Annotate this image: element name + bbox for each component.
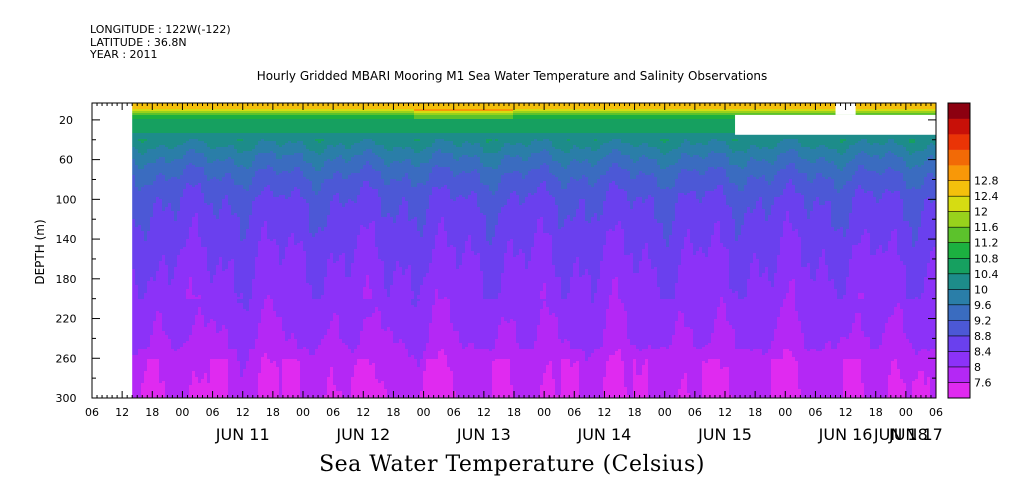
heatmap-field — [92, 103, 936, 399]
temperature-chart: 2060100140180220260300 06 12 18 00 06 12 18 00 0… — [0, 0, 1009, 504]
